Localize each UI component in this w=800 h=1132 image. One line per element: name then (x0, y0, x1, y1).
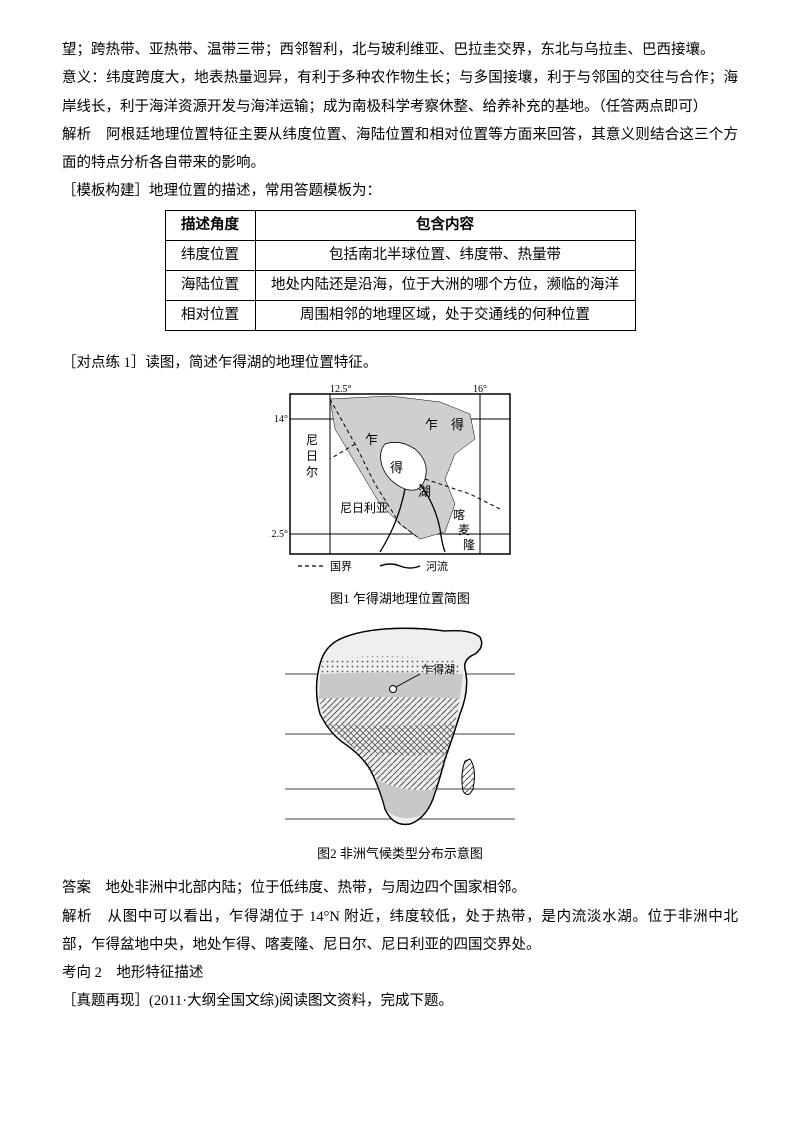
topic-2-heading: 考向 2 地形特征描述 (62, 959, 738, 987)
lake-label-low: 湖 (418, 484, 431, 499)
exercise-1-prompt: ［对点练 1］读图，简述乍得湖的地理位置特征。 (62, 349, 738, 377)
lake-label-up: 乍 (365, 432, 378, 447)
paragraph-3: 解析 阿根廷地理位置特征主要从纬度位置、海陆位置和相对位置等方面来回答，其意义则… (62, 121, 738, 178)
paragraph-2: 意义：纬度跨度大，地表热量迥异，有利于多种农作物生长；与多国接壤，利于与邻国的交… (62, 64, 738, 121)
cameroon-label-3: 隆 (463, 537, 475, 552)
analysis-paragraph: 解析 从图中可以看出，乍得湖位于 14°N 附近，纬度较低，处于热带，是内流淡水… (62, 903, 738, 960)
table-row: 相对位置 周围相邻的地理区域，处于交通线的何种位置 (165, 301, 635, 331)
table-row: 纬度位置 包括南北半球位置、纬度带、热量带 (165, 240, 635, 270)
td-r3c2: 周围相邻的地理区域，处于交通线的何种位置 (255, 301, 635, 331)
niger-label-2: 日 (306, 449, 318, 463)
template-table: 描述角度 包含内容 纬度位置 包括南北半球位置、纬度带、热量带 海陆位置 地处内… (165, 210, 636, 332)
real-question-intro: ［真题再现］(2011·大纲全国文综)阅读图文资料，完成下题。 (62, 987, 738, 1015)
table-row: 海陆位置 地处内陆还是沿海，位于大洲的哪个方位，濒临的海洋 (165, 270, 635, 300)
th-content: 包含内容 (255, 210, 635, 240)
niger-label-1: 尼 (306, 433, 318, 447)
lake-label-mid: 得 (390, 460, 403, 475)
figure-2-caption: 图2 非洲气候类型分布示意图 (62, 841, 738, 866)
th-angle: 描述角度 (165, 210, 255, 240)
chad-lake-svg: 12.5° 16° 14° 12.5° 尼 日 尔 乍 得 尼日利亚 喀 麦 隆… (270, 384, 530, 584)
figure-2-africa-climate-map: 乍得湖 (62, 619, 738, 839)
td-r2c2: 地处内陆还是沿海，位于大洲的哪个方位，濒临的海洋 (255, 270, 635, 300)
figure-1-chad-lake-map: 12.5° 16° 14° 12.5° 尼 日 尔 乍 得 尼日利亚 喀 麦 隆… (62, 384, 738, 584)
td-r1c1: 纬度位置 (165, 240, 255, 270)
nigeria-label: 尼日利亚 (340, 501, 388, 515)
figure-1-caption: 图1 乍得湖地理位置简图 (62, 586, 738, 611)
niger-label-3: 尔 (306, 464, 318, 479)
lon-left-label: 12.5° (330, 384, 352, 395)
paragraph-4-template-intro: ［模板构建］地理位置的描述，常用答题模板为： (62, 177, 738, 205)
answer-paragraph: 答案 地处非洲中北部内陆；位于低纬度、热带，与周边四个国家相邻。 (62, 874, 738, 902)
td-r3c1: 相对位置 (165, 301, 255, 331)
lon-right-label: 16° (473, 384, 487, 395)
africa-climate-svg: 乍得湖 (285, 619, 515, 839)
table-header-row: 描述角度 包含内容 (165, 210, 635, 240)
cameroon-label-2: 麦 (458, 523, 470, 537)
td-r2c1: 海陆位置 (165, 270, 255, 300)
legend-border-label: 国界 (330, 560, 352, 573)
paragraph-1: 望；跨热带、亚热带、温带三带；西邻智利，北与玻利维亚、巴拉圭交界，东北与乌拉圭、… (62, 36, 738, 64)
chad-label: 乍 得 (425, 417, 464, 432)
africa-lake-label: 乍得湖 (422, 662, 455, 676)
cameroon-label-1: 喀 (453, 508, 465, 522)
td-r1c2: 包括南北半球位置、纬度带、热量带 (255, 240, 635, 270)
lat-bottom-label: 12.5° (270, 529, 288, 540)
lat-top-label: 14° (274, 414, 288, 425)
legend-river-label: 河流 (426, 559, 448, 573)
